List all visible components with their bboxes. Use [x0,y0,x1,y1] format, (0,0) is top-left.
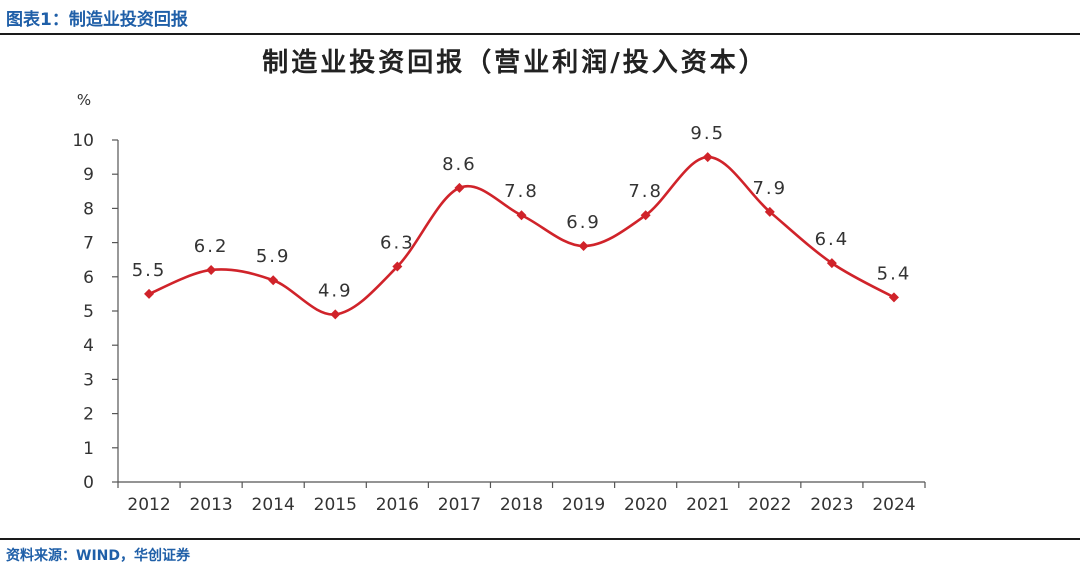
figure-source: 资料来源：WIND，华创证券 [6,548,190,564]
figure-label: 图表1：制造业投资回报 [6,10,188,30]
data-label: 7.8 [504,181,539,202]
data-label: 7.8 [628,181,663,202]
data-label: 4.9 [318,280,353,301]
x-tick-label: 2015 [314,495,357,515]
y-tick-group: 0 1 2 3 4 5 6 7 8 9 10 [72,131,118,493]
y-tick-label: 10 [72,131,94,151]
data-point [454,182,465,193]
data-point [578,241,589,252]
chart-container: 制造业投资回报（营业利润/投入资本） % 0 1 2 3 4 5 6 7 8 9 10 2012 20… [0,36,1080,536]
y-tick-label: 6 [83,268,94,288]
data-label: 6.3 [380,233,415,254]
data-label: 6.9 [566,212,601,233]
data-point [764,206,775,217]
y-tick-label: 3 [83,370,94,390]
y-tick-label: 7 [83,234,94,254]
x-tick-label: 2023 [810,495,853,515]
data-label: 5.4 [877,263,912,284]
x-tick-label: 2018 [500,495,543,515]
x-tick-label: 2017 [438,495,481,515]
x-tick-label: 2021 [686,495,729,515]
data-point [516,210,527,221]
y-tick-label: 8 [83,199,94,219]
x-tick-group: 2012 2013 2014 2015 2016 2017 2018 2019 2020 2021… [117,482,926,515]
top-rule [0,33,1080,35]
x-tick-label: 2012 [127,495,170,515]
data-label: 8.6 [442,154,477,175]
figure-header: 图表1：制造业投资回报 [0,0,1080,33]
y-tick-label: 1 [83,439,94,459]
y-tick-label: 0 [83,473,94,493]
bottom-rule [0,538,1080,540]
chart-title: 制造业投资回报（营业利润/投入资本） [262,47,768,78]
data-point [702,152,713,163]
data-point [144,288,155,299]
x-tick-label: 2014 [252,495,295,515]
data-point [826,258,837,269]
data-point-group [144,152,899,320]
data-point [330,309,341,320]
data-label-group: 5.5 6.2 5.9 4.9 6.3 8.6 7.8 6.9 7.8 9.5 7.9 6.4 5.4 [132,123,912,301]
y-tick-label: 9 [83,165,94,185]
data-point [268,275,279,286]
data-label: 7.9 [752,178,787,199]
y-tick-label: 2 [83,405,94,425]
x-tick-label: 2020 [624,495,667,515]
data-label: 6.4 [815,229,850,250]
data-label: 6.2 [194,236,229,257]
data-label: 9.5 [690,123,725,144]
x-tick-label: 2024 [872,495,915,515]
x-tick-label: 2013 [189,495,232,515]
data-point [392,261,403,272]
x-tick-label: 2022 [748,495,791,515]
y-tick-label: 5 [83,302,94,322]
data-label: 5.5 [132,260,167,281]
y-axis-unit: % [77,91,91,109]
x-tick-label: 2019 [562,495,605,515]
y-tick-label: 4 [83,336,94,356]
data-point [206,264,217,275]
data-point [888,292,899,303]
x-tick-label: 2016 [376,495,419,515]
data-point [640,210,651,221]
data-label: 5.9 [256,246,291,267]
